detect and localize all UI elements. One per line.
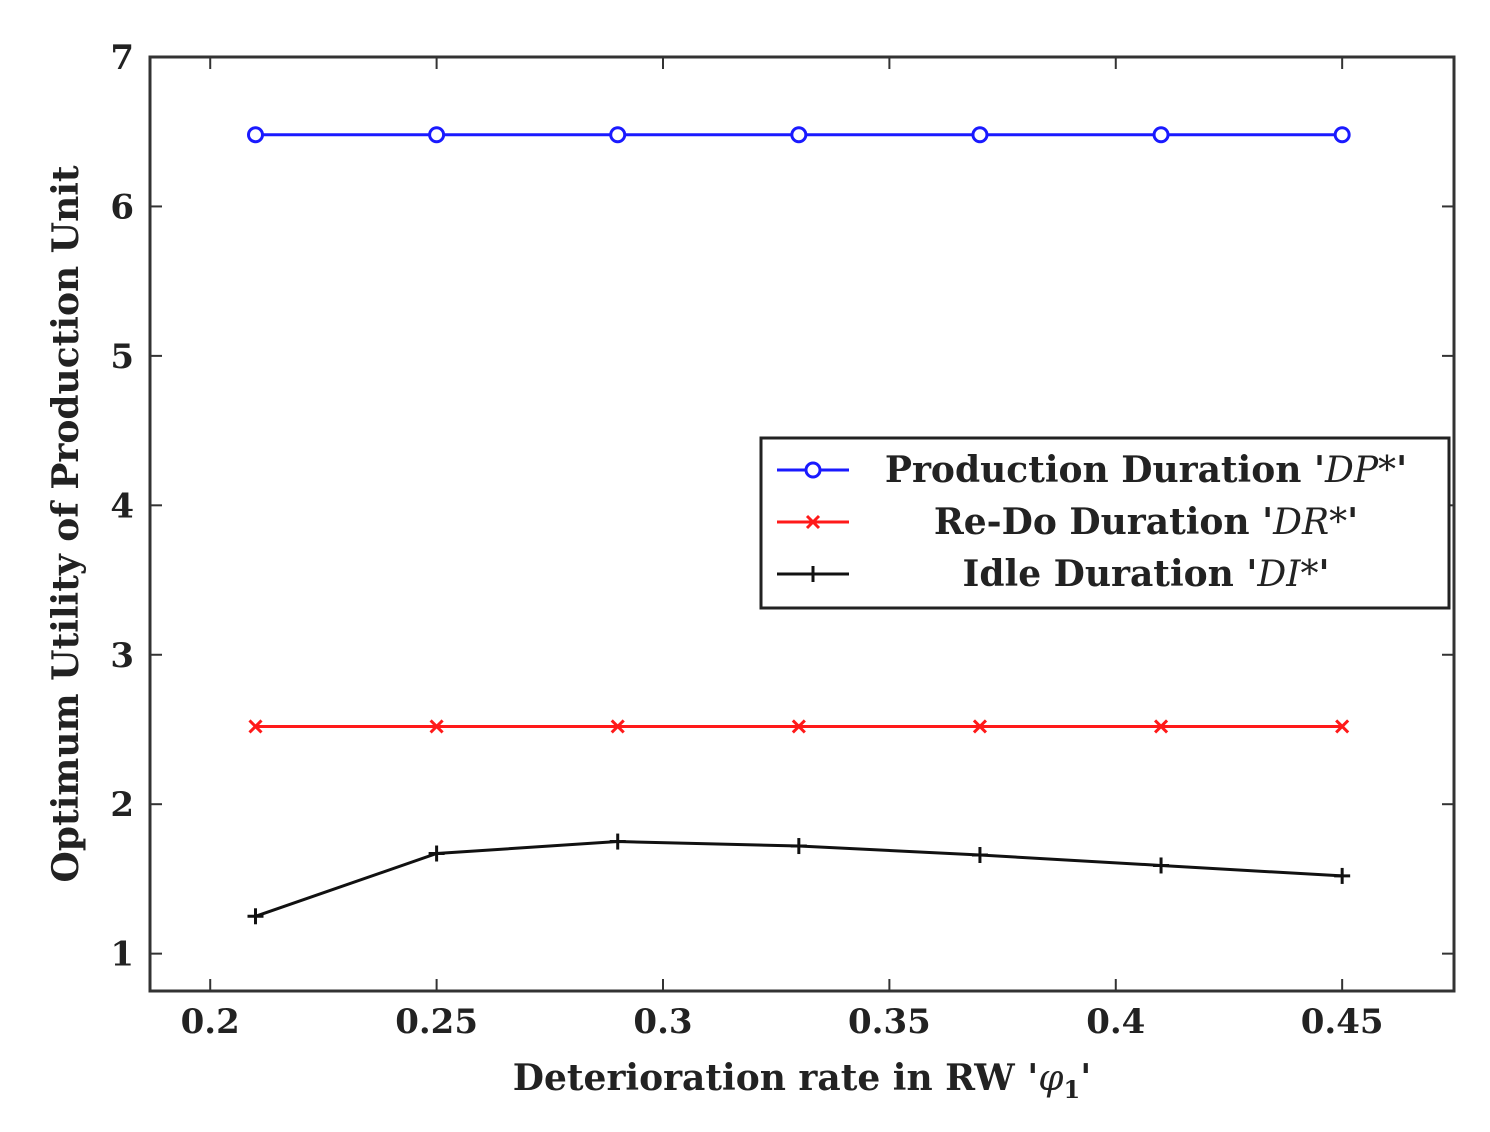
data-point	[1152, 126, 1170, 144]
series-group	[246, 126, 1351, 925]
y-tick-label: 1	[110, 935, 134, 975]
series-0	[246, 126, 1351, 144]
x-axis-label-suffix: '	[1080, 1057, 1091, 1099]
y-axis-label: Optimum Utility of Production Unit	[45, 165, 87, 882]
data-point	[247, 908, 264, 925]
y-tick-label: 7	[110, 38, 134, 78]
legend-label: Idle Duration 'DI*'	[963, 553, 1330, 595]
x-axis-label: Deterioration rate in RW 'φ1'	[513, 1057, 1091, 1104]
data-point	[1334, 867, 1351, 884]
y-tick-label: 3	[110, 636, 134, 676]
legend-marker	[805, 566, 821, 582]
data-point	[609, 126, 627, 144]
x-axis-label-prefix: Deterioration rate in RW '	[513, 1057, 1038, 1099]
legend-marker	[804, 461, 822, 479]
data-point	[610, 719, 625, 734]
data-point	[1153, 719, 1169, 734]
series-2	[247, 833, 1351, 925]
data-point	[246, 126, 264, 144]
legend-entry: Idle Duration 'DI*'	[777, 553, 1329, 595]
data-point	[971, 126, 989, 144]
series-1	[248, 719, 1350, 734]
data-point	[248, 719, 263, 734]
data-point	[791, 719, 806, 734]
y-tick-label: 5	[110, 337, 134, 377]
x-axis-label-symbol: φ	[1038, 1058, 1064, 1099]
data-point	[429, 719, 444, 734]
axis-ticks: 0.2 0.25 0.3 0.35 0.4 0.45 1 2 3 4 5 6 7	[110, 38, 1454, 1042]
plot-frame	[148, 55, 1456, 993]
legend: Production Duration 'DP*' Re-Do Duration …	[759, 436, 1451, 610]
data-point	[428, 126, 446, 144]
x-tick-label: 0.3	[633, 1002, 692, 1042]
data-point	[971, 847, 988, 864]
data-point	[428, 845, 445, 862]
x-tick-label: 0.2	[181, 1002, 240, 1042]
data-point	[1153, 857, 1170, 874]
legend-entry: Re-Do Duration 'DR*'	[777, 501, 1358, 543]
x-axis-label-subscript: 1	[1063, 1075, 1080, 1104]
data-point	[1335, 719, 1350, 734]
data-point	[790, 126, 808, 144]
x-tick-label: 0.35	[848, 1002, 931, 1042]
legend-box	[759, 436, 1451, 610]
data-point	[609, 833, 626, 850]
x-tick-label: 0.4	[1086, 1002, 1145, 1042]
y-tick-label: 4	[110, 486, 134, 526]
legend-label: Production Duration 'DP*'	[885, 449, 1407, 491]
legend-marker	[805, 514, 821, 530]
data-point	[972, 719, 988, 734]
y-tick-label: 6	[110, 187, 134, 227]
data-point	[790, 838, 807, 855]
x-tick-label: 0.25	[395, 1002, 478, 1042]
legend-label: Re-Do Duration 'DR*'	[934, 501, 1358, 543]
x-tick-label: 0.45	[1301, 1002, 1384, 1042]
y-tick-label: 2	[110, 785, 134, 825]
data-point	[1333, 126, 1351, 144]
legend-entry: Production Duration 'DP*'	[777, 449, 1407, 491]
